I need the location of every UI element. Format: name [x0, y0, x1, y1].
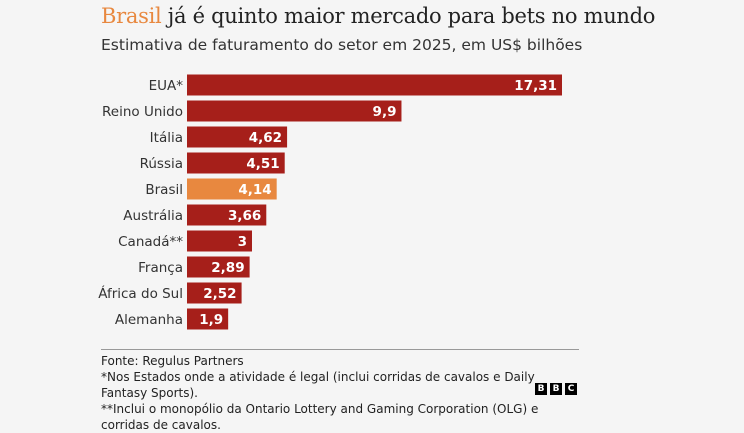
bar: [187, 204, 267, 226]
bar: [187, 152, 285, 174]
bar: [187, 308, 229, 330]
bar: [187, 100, 402, 122]
bar: [187, 256, 250, 278]
source-text: Fonte: Regulus Partners: [101, 354, 244, 368]
footnote-2: **Inclui o monopólio da Ontario Lottery …: [101, 402, 539, 432]
category-label: França: [138, 260, 183, 276]
bar: [187, 230, 252, 252]
value-label: 3: [238, 234, 247, 250]
bar: [187, 126, 288, 148]
footer-notes: Fonte: Regulus Partners *Nos Estados ond…: [101, 353, 541, 433]
category-label: Rússia: [140, 156, 183, 172]
footnote-1: *Nos Estados onde a atividade é legal (i…: [101, 370, 535, 400]
value-label: 4,14: [238, 182, 271, 198]
category-label: Alemanha: [115, 312, 183, 328]
category-label: Austrália: [123, 208, 183, 224]
title-highlight: Brasil: [101, 4, 162, 28]
bar: [187, 282, 242, 304]
category-label: Canadá**: [118, 234, 183, 250]
value-label: 2,52: [203, 286, 236, 302]
chart-subtitle: Estimativa de faturamento do setor em 20…: [101, 36, 583, 54]
value-label: 2,89: [211, 260, 244, 276]
bar-chart: EUA* 17,31 Reino Unido 9,9 Itália 4,62 Rússia 4…: [98, 74, 562, 330]
category-label: África do Sul: [98, 285, 183, 302]
bar: [187, 74, 562, 96]
value-label: 1,9: [199, 312, 223, 328]
category-label: EUA*: [149, 78, 184, 94]
value-label: 4,62: [249, 130, 282, 146]
title-rest: já é quinto maior mercado para bets no m…: [161, 4, 656, 28]
value-label: 17,31: [514, 78, 557, 94]
bar: [187, 178, 277, 200]
value-label: 9,9: [373, 104, 397, 120]
divider: [101, 349, 579, 350]
category-label: Itália: [150, 130, 183, 146]
category-label: Reino Unido: [102, 104, 183, 120]
chart-title: Brasil já é quinto maior mercado para be…: [101, 4, 655, 28]
value-label: 3,66: [228, 208, 261, 224]
value-label: 4,51: [246, 156, 279, 172]
category-label: Brasil: [145, 182, 183, 198]
